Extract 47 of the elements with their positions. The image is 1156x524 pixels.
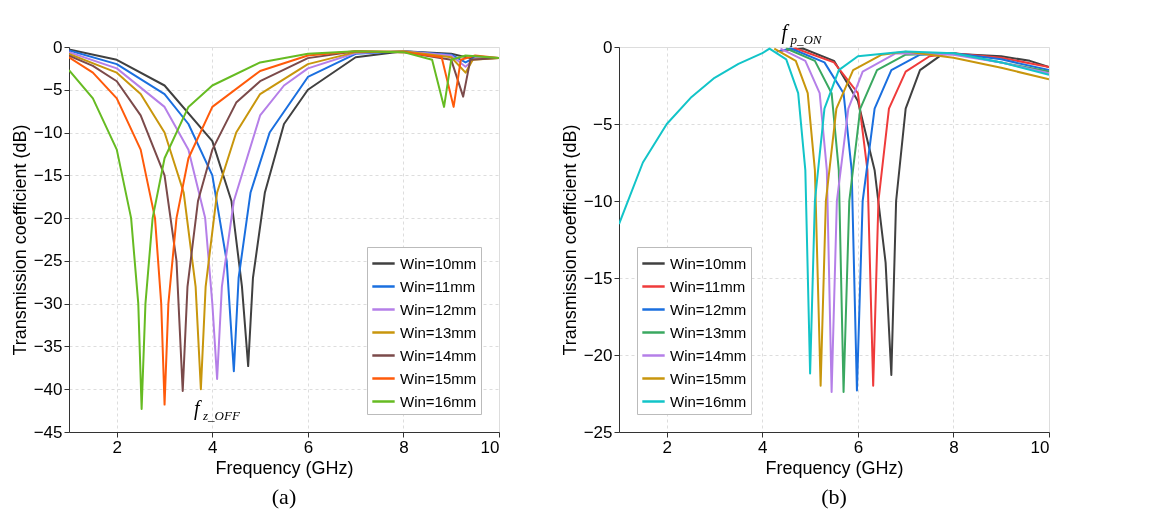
y-tick-label: −10 [583, 191, 613, 211]
x-tick-label: 6 [303, 437, 314, 457]
y-tick-label: −40 [33, 379, 63, 399]
legend-label: Win=15mm [670, 369, 747, 387]
y-tick-label: −25 [33, 251, 63, 271]
text: (a) [271, 484, 297, 509]
y-tick-label: 0 [53, 37, 63, 57]
legend-label: Win=13mm [400, 323, 477, 341]
legend-label: Win=13mm [670, 323, 747, 341]
y-tick-label: −15 [33, 165, 63, 185]
x-tick-label: 2 [112, 437, 123, 457]
legend-label: Win=16mm [670, 392, 747, 410]
text: (b) [821, 484, 847, 509]
line-series [619, 47, 1049, 375]
x-tick-label: 2 [662, 437, 673, 457]
x-tick-label: 8 [399, 437, 409, 457]
y-tick-label: −45 [33, 422, 63, 442]
x-tick-label: 10 [1030, 437, 1050, 457]
legend-label: Win=16mm [400, 392, 477, 410]
y-tick-label: −35 [33, 336, 63, 356]
legend-label: Win=10mm [400, 254, 477, 272]
y-tick-label: −5 [43, 80, 63, 100]
x-axis-title: Frequency (GHz) [765, 457, 904, 478]
y-tick-label: 0 [603, 37, 613, 57]
y-tick-label: −30 [33, 294, 63, 314]
y-axis-title: Transmission coefficient (dB) [9, 124, 30, 356]
legend-label: Win=12mm [400, 300, 477, 318]
x-tick-label: 10 [480, 437, 500, 457]
y-tick-label: −20 [583, 345, 613, 365]
x-tick-label: 4 [758, 437, 768, 457]
x-tick-label: 8 [949, 437, 959, 457]
y-tick-label: −20 [33, 208, 63, 228]
legend-label: Win=12mm [670, 300, 747, 318]
legend-label: Win=14mm [670, 346, 747, 364]
x-axis-title: Frequency (GHz) [215, 457, 354, 478]
legend-label: Win=10mm [670, 254, 747, 272]
x-tick-label: 6 [853, 437, 864, 457]
legend-label: Win=15mm [400, 369, 477, 387]
legend-label: Win=11mm [670, 277, 746, 295]
x-tick-label: 4 [208, 437, 218, 457]
y-tick-label: −25 [583, 422, 613, 442]
y-tick-label: −10 [33, 123, 63, 143]
y-tick-label: −15 [583, 268, 613, 288]
legend-label: Win=11mm [400, 277, 476, 295]
legend-label: Win=14mm [400, 346, 477, 364]
y-tick-label: −5 [593, 114, 613, 134]
y-axis-title: Transmission coefficient (dB) [559, 124, 580, 356]
